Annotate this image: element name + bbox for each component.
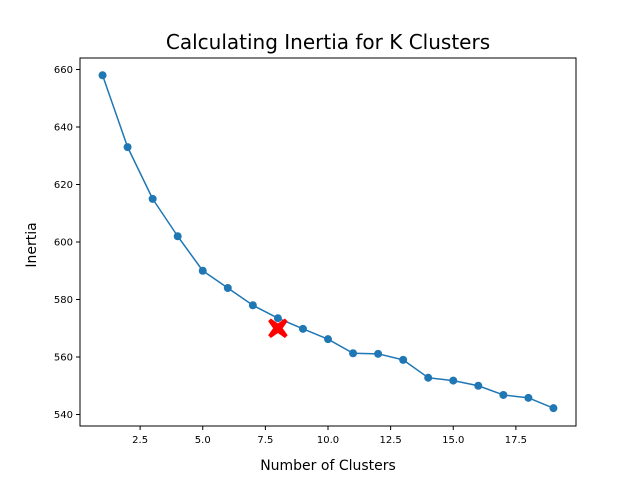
- data-point: [474, 381, 483, 390]
- data-point: [173, 232, 182, 241]
- chart-title: Calculating Inertia for K Clusters: [166, 30, 490, 54]
- y-tick-label: 580: [54, 295, 73, 306]
- data-point: [399, 355, 408, 364]
- data-point: [123, 143, 132, 152]
- data-point: [148, 194, 157, 203]
- x-tick-label: 12.5: [379, 435, 401, 446]
- x-tick-label: 15.0: [442, 435, 464, 446]
- data-point: [248, 301, 257, 310]
- highlight-x-marker: [268, 318, 288, 339]
- data-point: [524, 393, 533, 402]
- y-tick-label: 640: [54, 123, 73, 134]
- y-axis-label: Inertia: [24, 222, 40, 267]
- y-tick-label: 620: [54, 180, 73, 191]
- y-tick-label: 600: [54, 238, 73, 249]
- y-tick-label: 660: [54, 65, 73, 76]
- x-axis-label: Number of Clusters: [260, 458, 396, 474]
- y-tick-label: 560: [54, 353, 73, 364]
- data-point: [549, 404, 558, 413]
- x-tick-label: 7.5: [257, 435, 273, 446]
- x-tick-label: 5.0: [195, 435, 211, 446]
- y-tick-label: 540: [54, 410, 73, 421]
- data-point: [98, 71, 107, 80]
- data-point: [449, 376, 458, 385]
- data-point: [273, 314, 282, 323]
- data-point: [424, 373, 433, 382]
- data-point: [499, 390, 508, 399]
- data-point: [298, 324, 307, 333]
- x-tick-label: 17.5: [505, 435, 527, 446]
- data-point: [374, 349, 383, 358]
- x-tick-label: 10.0: [317, 435, 339, 446]
- data-point: [349, 349, 358, 358]
- data-point: [223, 284, 232, 292]
- data-point: [198, 266, 207, 275]
- x-tick-label: 2.5: [132, 435, 148, 446]
- data-point: [324, 335, 332, 344]
- plot-area: 2.5 5.0 7.5 10.0 12.5 15.0 17.5 540 560 580 600 620…: [54, 57, 577, 446]
